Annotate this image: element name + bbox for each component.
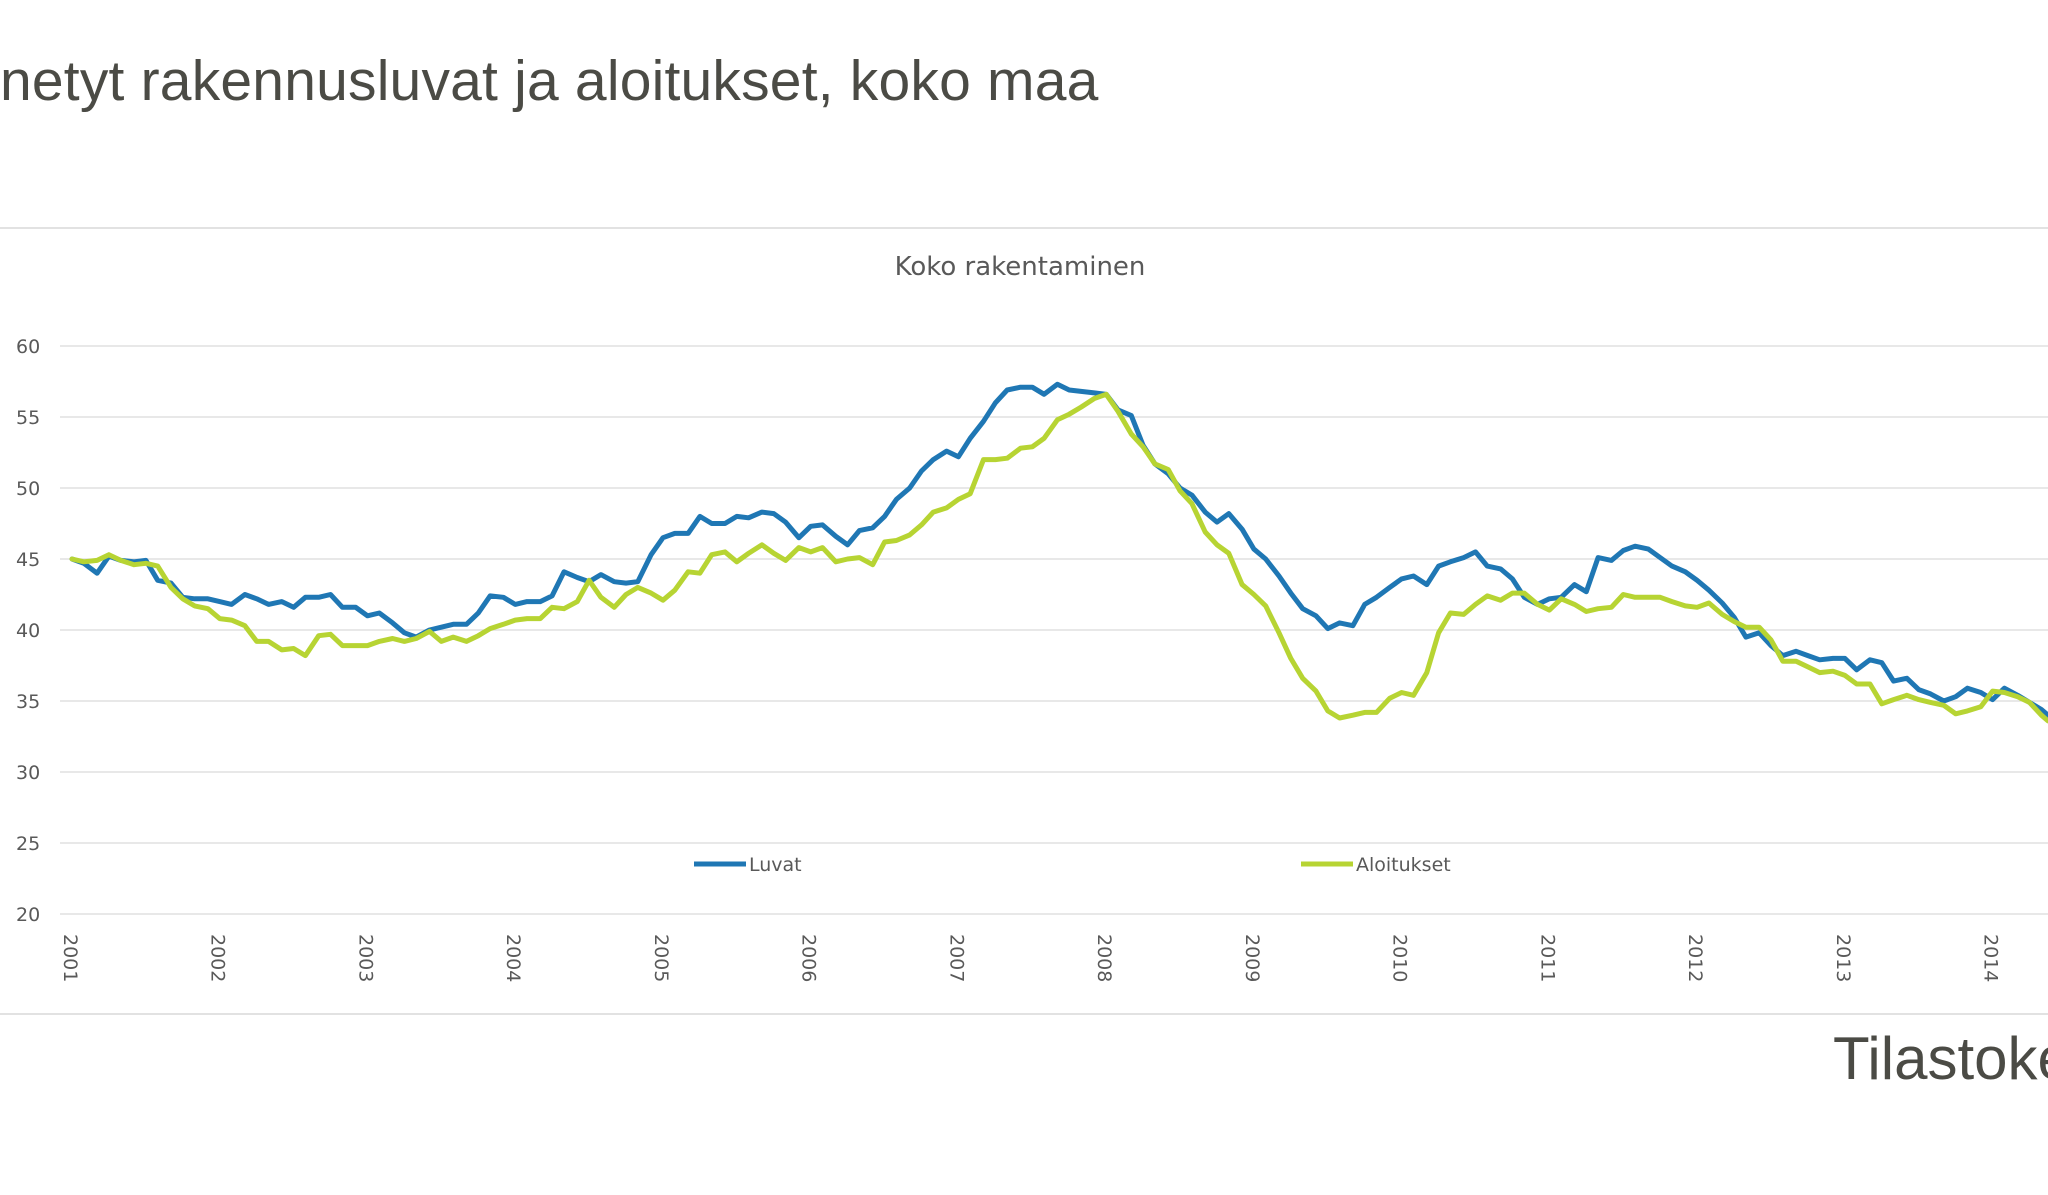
y-tick-label: 35 — [16, 691, 40, 713]
y-tick-label: 25 — [16, 833, 40, 855]
y-tick-label: 45 — [16, 549, 40, 571]
chart-title: Koko rakentaminen — [895, 252, 1146, 282]
x-tick-label: 2006 — [798, 934, 820, 982]
series-line-luvat — [69, 381, 2048, 718]
chart-legend: Luvat Aloitukset — [694, 854, 1451, 876]
y-axis-ticks: 60 55 50 45 40 35 30 25 20 — [16, 336, 40, 926]
legend-label-luvat: Luvat — [749, 854, 802, 876]
y-tick-label: 30 — [16, 762, 40, 784]
x-tick-label: 2003 — [354, 934, 376, 982]
y-tick-label: 50 — [16, 478, 40, 500]
y-tick-label: 60 — [16, 336, 40, 358]
x-tick-label: 2014 — [1980, 934, 2002, 982]
y-tick-label: 40 — [16, 620, 40, 642]
x-tick-label: 2002 — [207, 934, 229, 982]
brand-logo-text: Tilastoke — [1833, 1025, 2048, 1092]
legend-label-aloitukset: Aloitukset — [1356, 854, 1451, 876]
x-tick-label: 2012 — [1684, 934, 1706, 982]
x-tick-label: 2010 — [1389, 934, 1411, 982]
chart-gridlines — [60, 345, 2048, 915]
y-tick-label: 20 — [16, 904, 40, 926]
x-tick-label: 2013 — [1832, 934, 1854, 982]
x-tick-label: 2001 — [59, 934, 81, 982]
x-tick-label: 2005 — [650, 934, 672, 982]
x-tick-label: 2008 — [1093, 934, 1115, 982]
y-tick-label: 55 — [16, 407, 40, 429]
page-title: netyt rakennusluvat ja aloitukset, koko … — [0, 49, 1099, 113]
x-axis-ticks: 2001 2002 2003 2004 2005 2006 2007 2008 2009 2010… — [59, 934, 2002, 982]
chart-series — [69, 381, 2048, 724]
x-tick-label: 2009 — [1241, 934, 1263, 982]
series-line-aloitukset — [69, 391, 2048, 724]
x-tick-label: 2011 — [1536, 934, 1558, 982]
x-tick-label: 2004 — [502, 934, 524, 982]
x-tick-label: 2007 — [945, 934, 967, 982]
